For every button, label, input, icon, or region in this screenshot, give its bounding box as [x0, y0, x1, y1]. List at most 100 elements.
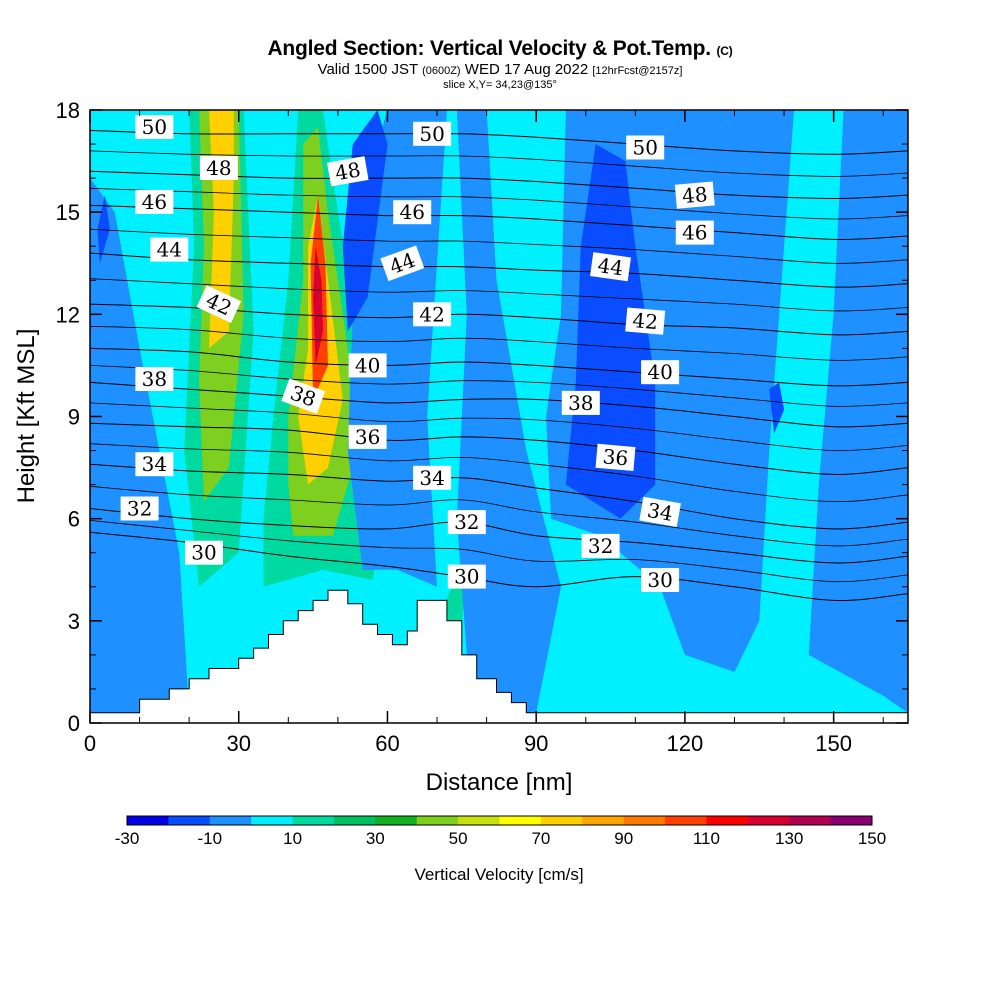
contour-label-text: 50 — [142, 115, 167, 139]
colorbar: -30 -10 10 30 50 70 90 110 130 150 — [115, 815, 886, 848]
y-tick-label: 3 — [68, 609, 80, 634]
velocity-region-8 — [313, 246, 323, 366]
contour-label-17: 32 — [447, 510, 486, 535]
contour-label-box — [626, 135, 665, 160]
colorbar-tick-label: -30 — [115, 829, 140, 848]
contour-label-box — [393, 200, 432, 225]
colorbar-tick-label: -10 — [198, 829, 223, 848]
contour-minor-1 — [90, 485, 908, 547]
colorbar-frame — [126, 815, 873, 826]
contour-label-text: 30 — [647, 568, 672, 592]
contour-40 — [90, 347, 908, 387]
contour-label-text: 32 — [588, 534, 613, 558]
contour-label-box — [199, 155, 238, 180]
colorbar-swatch-8 — [458, 816, 500, 825]
contour-label-text: 50 — [419, 122, 444, 146]
y-tick-label: 12 — [56, 302, 80, 327]
velocity-region-19 — [97, 195, 110, 264]
contour-label-box — [135, 367, 174, 391]
contour-label-0: 50 — [135, 115, 174, 139]
contour-label-text: 40 — [355, 353, 380, 377]
contour-minor-8 — [90, 187, 908, 220]
colorbar-swatch-13 — [665, 816, 707, 825]
contour-minor-2 — [90, 443, 908, 503]
colorbar-swatch-11 — [582, 816, 625, 825]
contour-label-text: 42 — [419, 302, 444, 326]
slice-info: slice X,Y= 34,23@135° — [443, 79, 557, 91]
contour-46 — [90, 204, 908, 240]
contour-label-6: 34 — [135, 452, 174, 477]
contour-label-box — [641, 360, 680, 385]
contour-32 — [90, 508, 908, 564]
y-tick-label: 9 — [68, 405, 80, 430]
colorbar-tick-label: 30 — [366, 829, 385, 848]
colorbar-tick-label: 90 — [614, 829, 633, 848]
colorbar-swatch-4 — [292, 816, 335, 825]
y-tick-label: 18 — [56, 98, 80, 123]
contour-label-text: 36 — [602, 444, 629, 470]
colorbar-tick-label: 70 — [531, 829, 550, 848]
contour-label-box — [281, 378, 326, 414]
colorbar-swatch-6 — [375, 816, 418, 825]
x-tick-label: 60 — [375, 731, 399, 756]
contour-label-7: 32 — [120, 496, 159, 521]
velocity-region-11 — [90, 178, 190, 713]
contour-minor-0 — [90, 520, 908, 583]
contour-minor-9 — [90, 150, 908, 177]
colorbar-swatch-0 — [127, 816, 169, 825]
x-tick-label: 90 — [524, 731, 548, 756]
contour-label-text: 44 — [157, 238, 182, 262]
contour-label-box — [380, 245, 425, 282]
colorbar-tick-label: 150 — [858, 829, 886, 848]
contour-label-20: 50 — [626, 135, 665, 160]
title-suffix: (C) — [716, 44, 733, 58]
contour-38 — [90, 381, 908, 428]
contour-36 — [90, 422, 908, 475]
colorbar-swatch-16 — [789, 816, 832, 825]
contour-50 — [90, 129, 908, 155]
contour-label-text: 30 — [191, 541, 216, 565]
contour-label-box — [413, 121, 452, 146]
velocity-region-15 — [808, 110, 908, 713]
contour-label-box — [641, 568, 680, 592]
colorbar-tick-label: 130 — [775, 829, 803, 848]
x-tick-label: 0 — [84, 731, 96, 756]
contour-label-text: 48 — [206, 156, 231, 180]
contour-label-text: 36 — [355, 425, 380, 449]
velocity-region-13 — [456, 110, 561, 713]
valid-time: Valid 1500 JST — [317, 61, 418, 78]
colorbar-swatch-7 — [416, 816, 459, 825]
contour-label-box — [327, 156, 369, 187]
contour-label-15: 36 — [348, 424, 387, 449]
contour-label-28: 34 — [639, 496, 681, 528]
contour-minor-6 — [90, 278, 908, 312]
velocity-region-17 — [565, 144, 656, 519]
x-tick-label: 120 — [667, 731, 704, 756]
title-main-text: Angled Section: Vertical Velocity & Pot.… — [267, 37, 711, 60]
y-tick-label: 0 — [68, 711, 80, 736]
contour-label-5: 38 — [135, 367, 174, 391]
contour-label-text: 38 — [142, 367, 167, 391]
contour-label-text: 48 — [681, 182, 708, 208]
contour-label-box — [413, 465, 452, 490]
colorbar-swatch-17 — [830, 816, 873, 825]
contour-label-24: 42 — [625, 307, 666, 335]
contour-label-10: 46 — [393, 200, 432, 225]
contour-label-text: 42 — [631, 308, 658, 334]
forecast-info: [12hrFcst@2157z] — [592, 65, 683, 77]
contour-label-25: 40 — [641, 360, 680, 385]
colorbar-swatch-10 — [540, 816, 583, 825]
contour-label-text: 46 — [142, 190, 167, 214]
contour-label-text: 32 — [127, 497, 152, 521]
contour-label-box — [120, 496, 159, 521]
contour-label-27: 36 — [595, 443, 636, 472]
contour-44 — [90, 252, 908, 288]
contour-label-text: 34 — [419, 466, 444, 490]
contour-label-text: 34 — [142, 452, 167, 476]
contour-label-box — [150, 237, 189, 262]
contour-label-box — [413, 302, 452, 327]
colorbar-tick-label: 50 — [449, 829, 468, 848]
contour-label-13: 40 — [348, 353, 387, 378]
colorbar-title: Vertical Velocity [cm/s] — [414, 865, 583, 884]
